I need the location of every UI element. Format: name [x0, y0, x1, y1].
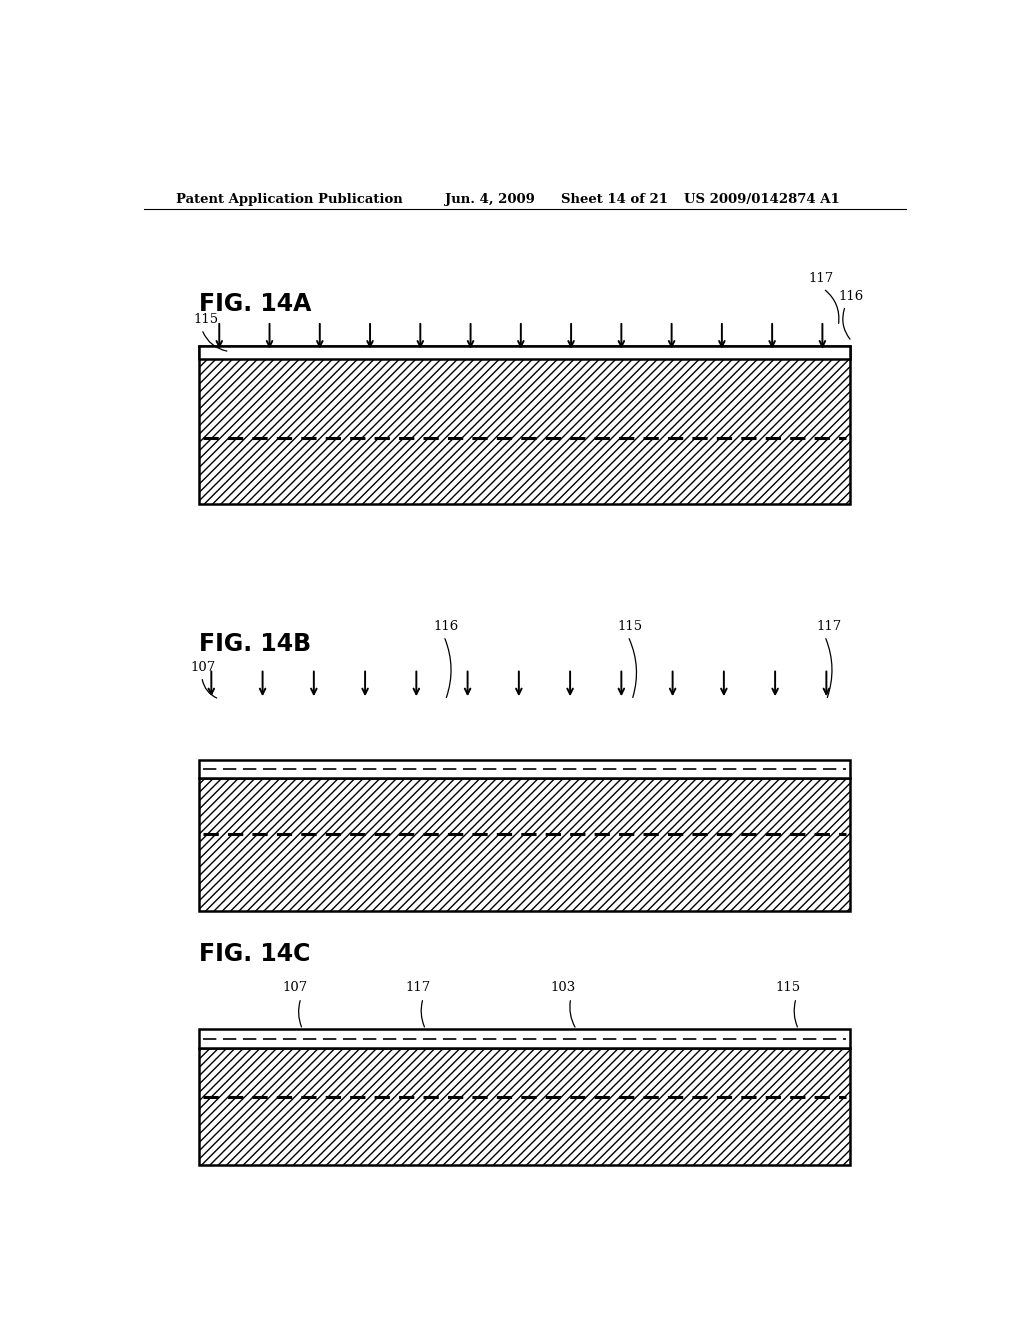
Bar: [200, 346, 850, 504]
Bar: [200, 779, 850, 911]
Text: 107: 107: [282, 981, 307, 994]
Text: FIG. 14A: FIG. 14A: [200, 292, 311, 315]
Text: Sheet 14 of 21: Sheet 14 of 21: [560, 193, 668, 206]
Text: 117: 117: [809, 272, 835, 285]
Text: 117: 117: [406, 981, 430, 994]
Text: 116: 116: [839, 289, 863, 302]
Text: Jun. 4, 2009: Jun. 4, 2009: [445, 193, 536, 206]
Text: US 2009/0142874 A1: US 2009/0142874 A1: [684, 193, 840, 206]
Text: Patent Application Publication: Patent Application Publication: [176, 193, 402, 206]
Text: FIG. 14B: FIG. 14B: [200, 632, 311, 656]
Bar: [200, 1030, 850, 1048]
Bar: [200, 760, 850, 779]
Text: 116: 116: [433, 620, 459, 634]
Text: 103: 103: [550, 981, 575, 994]
Text: FIG. 14C: FIG. 14C: [200, 942, 311, 966]
Bar: [200, 346, 850, 359]
Text: 117: 117: [817, 620, 842, 634]
Bar: [200, 1048, 850, 1164]
Text: 115: 115: [776, 981, 801, 994]
Text: 115: 115: [194, 313, 218, 326]
Text: 115: 115: [617, 620, 643, 634]
Text: 107: 107: [190, 661, 216, 673]
